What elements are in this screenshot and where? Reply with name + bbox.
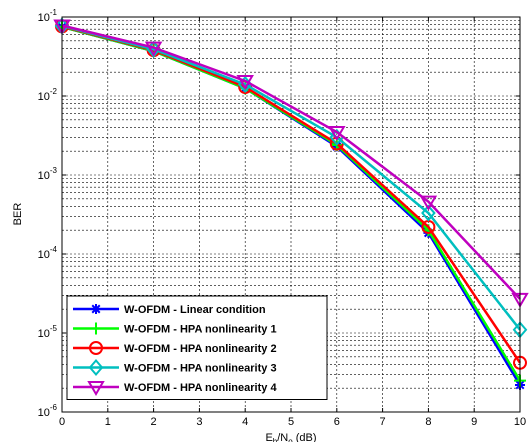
legend-entry: W-OFDM - HPA nonlinearity 4 xyxy=(73,381,277,396)
x-tick-labels: 0 1 2 3 4 5 6 7 8 9 10 xyxy=(59,416,526,428)
marker-diamond xyxy=(88,358,104,377)
x-tick-label: 0 xyxy=(59,416,65,428)
legend-entry: W-OFDM - HPA nonlinearity 1 xyxy=(73,322,277,336)
legend-label: W-OFDM - HPA nonlinearity 1 xyxy=(124,324,277,336)
y-tick-label: 10-3 xyxy=(38,166,58,182)
legend-label: W-OFDM - HPA nonlinearity 2 xyxy=(124,343,277,355)
x-tick-label: 5 xyxy=(288,416,294,428)
x-tick-label: 6 xyxy=(334,416,340,428)
legend-box xyxy=(66,295,328,400)
x-tick-label: 9 xyxy=(471,416,477,428)
marker-diamond xyxy=(421,204,436,222)
y-tick-labels: 10-1 10-2 10-3 10-4 10-5 10-6 xyxy=(38,8,58,419)
legend-entry: W-OFDM - HPA nonlinearity 2 xyxy=(73,341,277,355)
legend-label: W-OFDM - HPA nonlinearity 3 xyxy=(124,363,277,375)
legend-label: W-OFDM - HPA nonlinearity 4 xyxy=(124,382,277,394)
x-tick-label: 3 xyxy=(196,416,202,428)
y-tick-label: 10-1 xyxy=(38,8,58,24)
marker-triangle xyxy=(328,126,346,142)
legend: W-OFDM - Linear condition W-OFDM - HPA no… xyxy=(66,295,328,400)
y-tick-label: 10-4 xyxy=(38,245,58,261)
x-tick-label: 4 xyxy=(242,416,248,428)
y-tick-label: 10-6 xyxy=(38,403,58,419)
x-tick-label: 10 xyxy=(514,416,526,428)
plot-frame xyxy=(61,16,521,413)
x-tick-label: 8 xyxy=(425,416,431,428)
x-tick-label: 2 xyxy=(151,416,157,428)
marker-triangle xyxy=(144,41,163,57)
marker-triangle xyxy=(236,74,254,90)
y-axis-label: BER xyxy=(12,203,24,226)
y-tick-label: 10-2 xyxy=(38,87,58,103)
marker-circle xyxy=(89,341,103,355)
legend-entry: W-OFDM - HPA nonlinearity 3 xyxy=(73,358,277,377)
legend-entry: W-OFDM - Linear condition xyxy=(73,304,266,316)
series-line xyxy=(61,24,521,300)
x-tick-label: 7 xyxy=(380,416,386,428)
series-layer xyxy=(53,17,529,390)
marker-plus xyxy=(90,322,102,335)
x-axis-label: Eb/No (dB) xyxy=(265,432,316,442)
series-line xyxy=(61,24,521,331)
x-tick-label: 1 xyxy=(105,416,111,428)
legend-label: W-OFDM - Linear condition xyxy=(124,304,266,316)
y-tick-label: 10-5 xyxy=(38,324,58,340)
marker-triangle xyxy=(87,381,105,396)
marker-triangle xyxy=(419,195,438,211)
marker-star xyxy=(91,304,101,314)
